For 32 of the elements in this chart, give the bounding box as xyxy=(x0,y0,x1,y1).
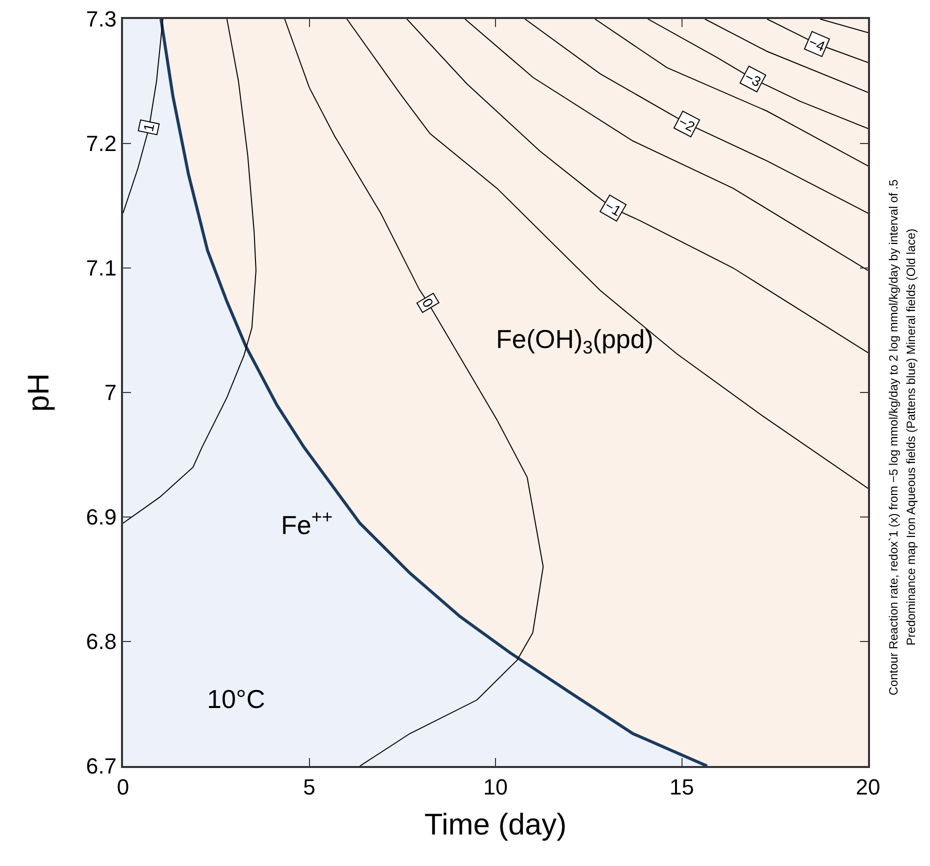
line-series xyxy=(406,19,868,354)
text: Predominance map Iron Aqueous fields (Pattens blue) Mineral fields (Old lace) xyxy=(904,228,918,646)
line-series xyxy=(346,19,868,489)
y-tick-label: 7.1 xyxy=(86,256,117,281)
line-series xyxy=(123,19,256,524)
series-label: 0 xyxy=(419,295,437,310)
series-label: 1 xyxy=(140,122,158,133)
line-series xyxy=(464,19,868,271)
series-label: −3 xyxy=(742,68,764,90)
x-axis-title: Time (day) xyxy=(424,808,567,842)
y-tick-label: 7.2 xyxy=(86,131,117,156)
y-axis-title: pH xyxy=(22,373,56,412)
series-label: −1 xyxy=(602,197,624,220)
y-tick-label: 6.7 xyxy=(86,754,117,779)
y-tick-label: 6.9 xyxy=(86,504,117,530)
y-tick-label: 6.8 xyxy=(86,629,117,654)
line-series xyxy=(594,19,868,166)
y-tick-label: 7.3 xyxy=(86,6,117,32)
series-label: −2 xyxy=(676,113,698,135)
x-tick-label: 0 xyxy=(116,774,130,800)
x-tick-label: 10 xyxy=(483,774,508,800)
annotation: Fe$^{++}$ xyxy=(281,507,333,540)
text: Contour Reaction rate, redox`1 (x) from −5 log mmol/kg/day to 2 log mmol/kg/day by interval of .5 xyxy=(886,179,901,696)
annotation: Fe(OH)$_{3}$(ppd) xyxy=(496,324,654,358)
series-label: −4 xyxy=(806,33,828,55)
line-series xyxy=(123,19,164,214)
line-series xyxy=(524,19,868,214)
x-tick-label: 5 xyxy=(303,774,316,800)
x-tick-label: 15 xyxy=(670,774,694,800)
y-tick-label: 7 xyxy=(104,380,117,406)
annotation: 10°C xyxy=(207,684,266,714)
x-tick-label: 20 xyxy=(856,774,880,800)
